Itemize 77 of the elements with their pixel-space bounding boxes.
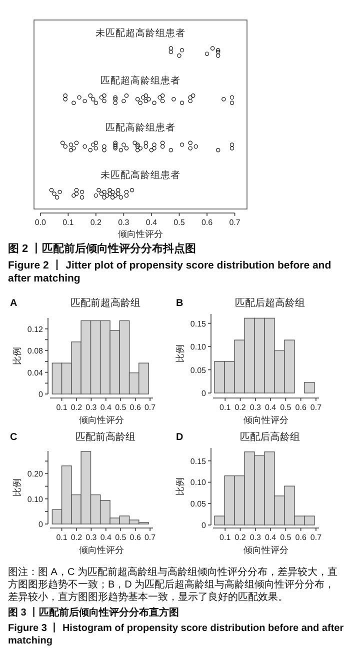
caption: 图 2 丨匹配前后倾向性评分分布抖点图 (8, 242, 196, 255)
y-tick-label: 0.20 (27, 470, 44, 479)
x-tick-label: 0.7 (310, 403, 322, 412)
x-tick-label: 0.4 (100, 403, 112, 412)
y-tick-label: 匹配超高龄组患者 (100, 74, 180, 86)
x-tick-label: 0.3 (250, 533, 262, 542)
x-axis-title: 倾向性评分 (118, 229, 163, 239)
x-tick-label: 0.4 (264, 403, 277, 412)
y-axis-title: 比例 (12, 347, 22, 365)
y-tick-label: 0.10 (27, 494, 44, 504)
y-tick-label: 0.08 (27, 346, 44, 356)
caption: 图 3 丨匹配前后倾向性评分分布直方图 (8, 606, 180, 618)
x-tick-label: 0.1 (220, 533, 232, 542)
y-tick-label: 0 (38, 390, 44, 399)
x-axis-title: 倾向性评分 (244, 545, 288, 555)
x-tick-label: 0.6 (130, 533, 142, 542)
x-tick-label: 0.1 (56, 403, 68, 412)
x-tick-label: 0.4 (100, 533, 112, 542)
x-tick-label: 0.7 (144, 403, 156, 412)
chart-subtitle: C (10, 432, 18, 443)
y-tick-label: 未匹配高龄组患者 (100, 168, 180, 181)
caption: Figure 3 丨 Histogram of propensity score distribution before and after matching (8, 622, 344, 646)
x-tick-label: 0.5 (280, 533, 292, 542)
chart-subtitle: A (10, 298, 18, 309)
x-tick-label: 0.2 (70, 533, 83, 542)
x-tick-label: 0.1 (62, 218, 74, 227)
chart-title: 匹配前超高龄组 (70, 297, 140, 309)
y-tick-label: 0 (202, 521, 207, 530)
y-tick-label: 0.04 (27, 368, 44, 378)
x-tick-label: 0.5 (115, 533, 127, 542)
x-tick-label: 0.3 (86, 533, 98, 542)
x-tick-label: 0.4 (146, 218, 158, 227)
x-tick-label: 0.3 (118, 218, 130, 227)
x-tick-label: 0.2 (70, 403, 83, 412)
x-tick-label: 0.6 (130, 403, 142, 412)
y-tick-label: 0.05 (190, 366, 207, 375)
y-axis-title: 比例 (175, 478, 185, 496)
y-tick-label: 0.12 (27, 324, 44, 334)
x-tick-label: 0.3 (250, 403, 262, 412)
x-tick-label: 0.6 (295, 403, 307, 412)
x-tick-label: 0.6 (201, 218, 214, 227)
y-tick-label: 0 (38, 520, 44, 529)
y-tick-label: 0.15 (190, 456, 207, 466)
chart-title: 匹配后高龄组 (240, 431, 300, 443)
y-axis-title: 比例 (175, 344, 185, 362)
chart-subtitle: D (176, 432, 184, 443)
x-tick-label: 0.1 (220, 403, 232, 412)
x-tick-label: 0.7 (144, 533, 156, 542)
chart-subtitle: B (176, 298, 184, 309)
x-tick-label: 0.7 (310, 533, 322, 542)
x-tick-label: 0.7 (229, 218, 241, 227)
x-tick-label: 0.5 (174, 218, 186, 227)
y-tick-label: 0.10 (190, 342, 207, 352)
y-tick-label: 0.05 (190, 500, 207, 509)
y-axis-title: 比例 (12, 478, 22, 496)
x-tick-label: 0.2 (234, 403, 246, 412)
text: 图注：图 A，C 为匹配前超高龄组与高龄组倾向性评分分布，差异较大，直方图图形趋势不一致；B，D 为匹配后超高龄组与高龄组倾向性评分分布，差异较小，直方图图形趋势基本一致，显示了良好的匹配效果。 (8, 566, 338, 603)
y-tick-label: 未匹配超高龄组患者 (96, 27, 186, 39)
caption: Figure 2 丨 Jitter plot of propensity score distribution before and after matching (8, 258, 332, 284)
x-axis-title: 倾向性评分 (79, 415, 124, 425)
x-axis-title: 倾向性评分 (79, 545, 124, 555)
x-tick-label: 0.4 (264, 533, 277, 542)
x-tick-label: 0.3 (86, 403, 98, 412)
x-tick-label: 0.6 (295, 533, 307, 542)
x-tick-label: 0.2 (90, 218, 102, 227)
x-tick-label: 0.1 (56, 533, 68, 542)
x-axis-title: 倾向性评分 (244, 415, 288, 425)
chart-title: 匹配前高龄组 (76, 431, 136, 443)
x-tick-label: 0.5 (280, 403, 292, 412)
chart-title: 匹配后超高龄组 (235, 297, 305, 309)
x-tick-label: 0.2 (234, 533, 246, 542)
y-tick-label: 匹配高龄组患者 (106, 122, 176, 134)
y-tick-label: 0.15 (190, 319, 207, 328)
x-tick-label: 0.0 (34, 218, 46, 227)
y-tick-label: 0 (202, 389, 207, 398)
x-tick-label: 0.5 (115, 403, 127, 412)
y-tick-label: 0.10 (190, 478, 207, 488)
